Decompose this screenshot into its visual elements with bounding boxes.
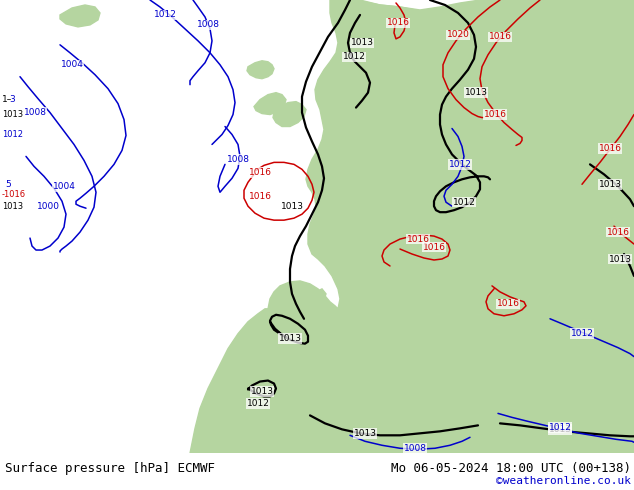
Text: 1013: 1013: [280, 202, 304, 211]
Text: 1013: 1013: [598, 180, 621, 189]
Text: 1012: 1012: [342, 52, 365, 61]
Polygon shape: [370, 354, 634, 453]
Text: 1020: 1020: [446, 30, 469, 39]
Polygon shape: [424, 234, 460, 304]
Text: 1016: 1016: [249, 168, 271, 177]
Text: 1008: 1008: [403, 444, 427, 453]
Text: 3: 3: [9, 95, 15, 104]
Polygon shape: [336, 0, 446, 190]
Text: 1013: 1013: [354, 429, 377, 438]
Text: 1012: 1012: [247, 399, 269, 408]
Text: 1000: 1000: [37, 202, 60, 211]
Polygon shape: [247, 61, 274, 79]
Text: 1012: 1012: [453, 198, 476, 207]
Text: 1016: 1016: [249, 192, 271, 201]
Polygon shape: [324, 345, 346, 366]
Text: Mo 06-05-2024 18:00 UTC (00+138): Mo 06-05-2024 18:00 UTC (00+138): [391, 463, 631, 475]
Text: 1016: 1016: [607, 227, 630, 237]
Text: 1012: 1012: [548, 423, 571, 432]
Text: 1–: 1–: [2, 95, 12, 104]
Text: 1016: 1016: [496, 299, 519, 308]
Text: 1012: 1012: [571, 329, 593, 338]
Text: 1013: 1013: [278, 334, 302, 343]
Polygon shape: [254, 93, 286, 115]
Text: 1013: 1013: [2, 110, 23, 119]
Text: ©weatheronline.co.uk: ©weatheronline.co.uk: [496, 476, 631, 486]
Text: Surface pressure [hPa] ECMWF: Surface pressure [hPa] ECMWF: [5, 463, 215, 475]
Polygon shape: [60, 5, 100, 27]
Text: 1016: 1016: [489, 32, 512, 41]
Text: 1008: 1008: [226, 155, 250, 164]
Text: 1016: 1016: [598, 144, 621, 153]
Text: 1013: 1013: [351, 38, 373, 48]
Polygon shape: [525, 0, 634, 132]
Text: 1013: 1013: [548, 425, 571, 434]
Polygon shape: [305, 319, 322, 342]
Polygon shape: [190, 309, 390, 453]
Polygon shape: [497, 289, 634, 348]
Polygon shape: [314, 289, 326, 306]
Text: 1013: 1013: [250, 387, 273, 396]
Text: 1004: 1004: [53, 182, 75, 191]
Polygon shape: [268, 0, 634, 453]
Text: 1004: 1004: [61, 60, 84, 69]
Text: 1013: 1013: [465, 88, 488, 97]
Text: 1008: 1008: [197, 21, 219, 29]
Text: 1016: 1016: [387, 19, 410, 27]
Text: 1013: 1013: [609, 254, 631, 264]
Text: 1016: 1016: [422, 243, 446, 251]
Text: 1012: 1012: [449, 160, 472, 169]
Text: 1016: 1016: [406, 235, 429, 244]
Polygon shape: [273, 101, 306, 126]
Text: 1008: 1008: [23, 108, 46, 117]
Text: 1013: 1013: [2, 202, 23, 211]
Text: 1016: 1016: [484, 110, 507, 119]
Text: 1012: 1012: [153, 10, 176, 20]
Text: 1012: 1012: [2, 130, 23, 139]
Text: 5: 5: [5, 180, 11, 189]
Text: -1016: -1016: [2, 190, 26, 199]
